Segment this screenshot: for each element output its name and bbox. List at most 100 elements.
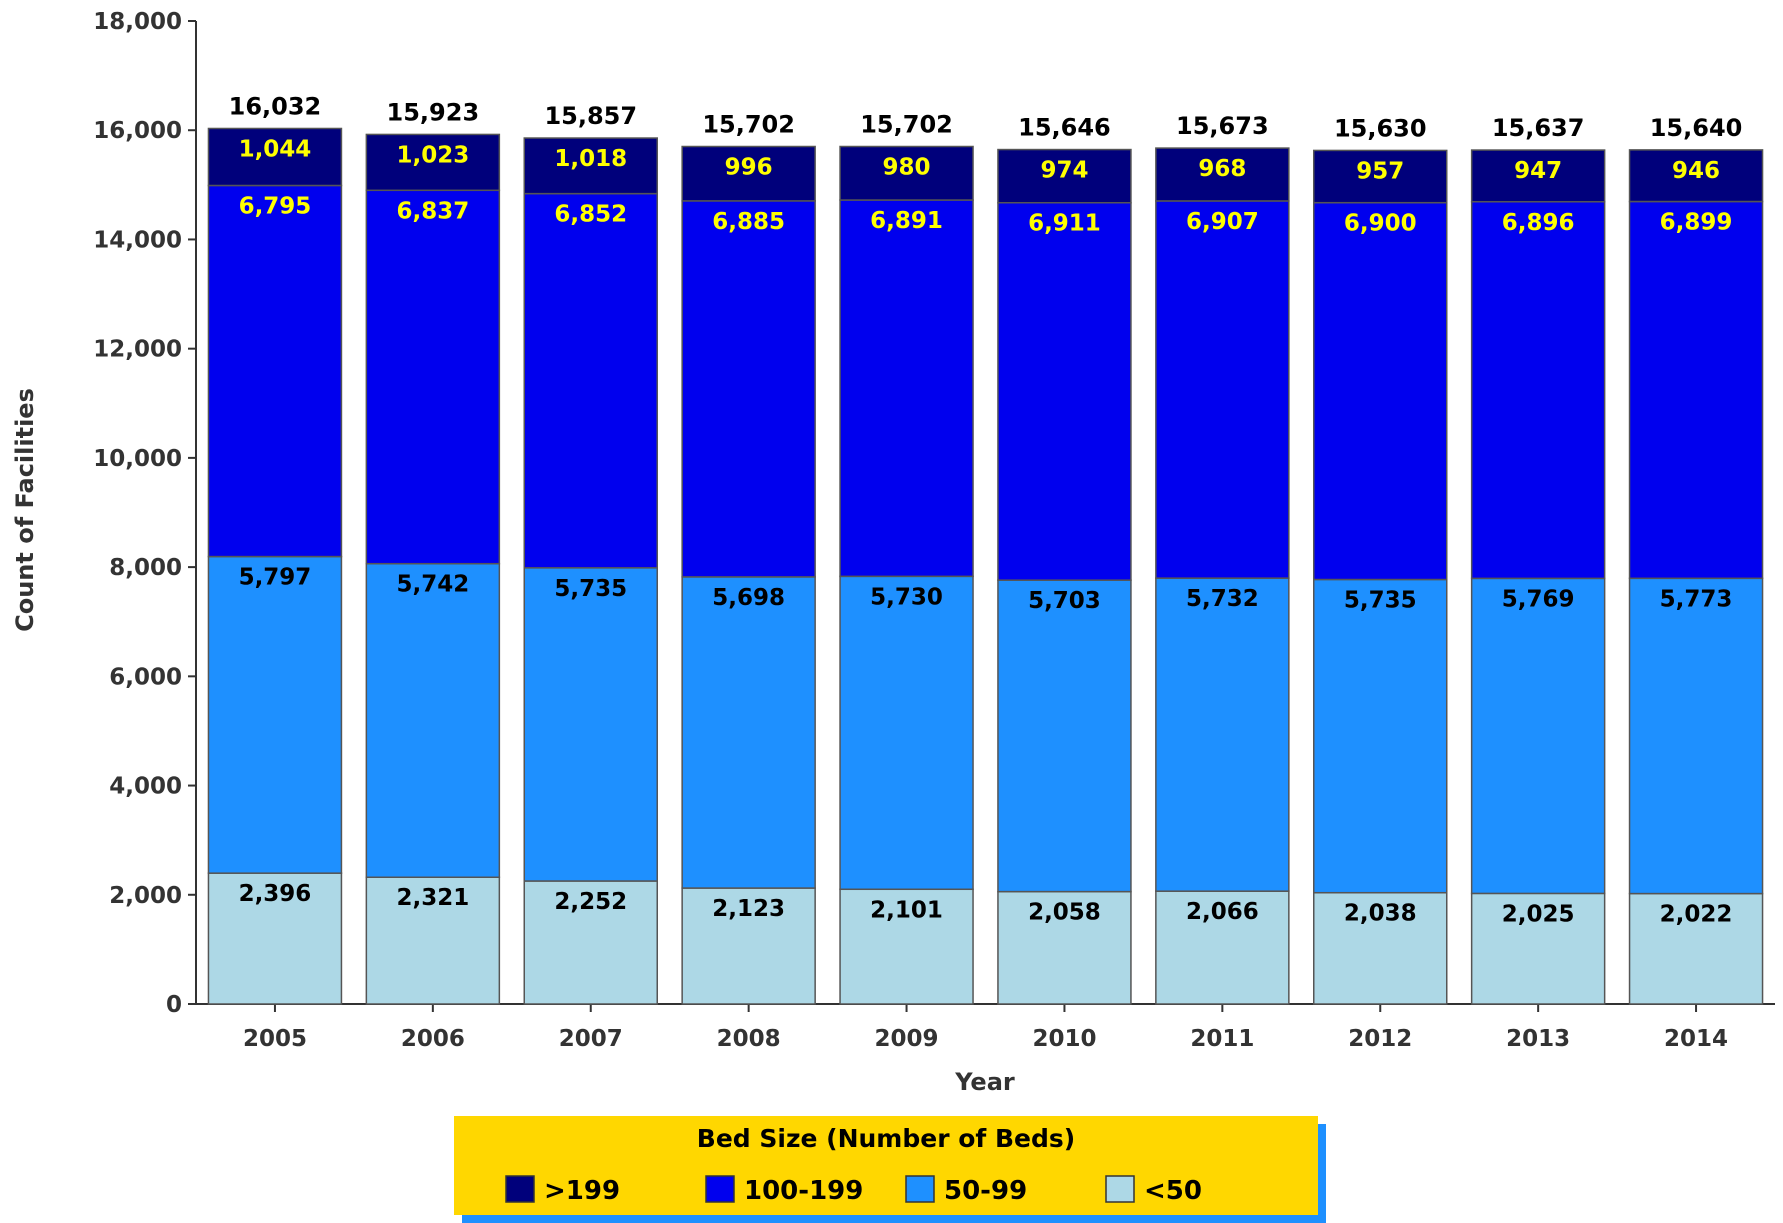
data-label: 5,730 [870,584,943,610]
data-label: 5,769 [1502,586,1575,612]
bar-group-2014: 2,022 5,773 6,899 946 15,640 [1628,114,1764,1005]
data-label: 5,703 [1028,588,1101,614]
y-axis-title: Count of Facilities [11,388,39,632]
data-label: 957 [1356,158,1404,184]
bar-segment [365,562,501,878]
y-tick-label: 14,000 [93,227,182,253]
bar-segment [365,189,501,565]
bar-segment [839,145,974,201]
data-label: 5,735 [554,576,627,602]
data-label: 2,025 [1502,901,1575,927]
total-label: 15,702 [702,110,795,138]
y-tick-label: 4,000 [109,774,182,800]
data-label: 996 [725,154,773,180]
data-label: 5,742 [396,572,469,598]
bar-segment [681,887,816,1005]
y-tick-label: 2,000 [109,883,182,909]
data-label: 2,022 [1660,902,1733,928]
legend-items: >199 100-199 50-99 <50 [505,1175,1202,1206]
x-tick-label: 2013 [1506,1026,1570,1052]
bar-segment [365,876,501,1005]
data-label: 1,018 [554,146,627,172]
bar-segment [1470,577,1606,895]
data-label: 6,907 [1186,209,1259,235]
bar-segment [207,872,343,1005]
total-label: 15,702 [860,110,953,138]
legend-swatch [1105,1175,1135,1203]
y-tick-label: 12,000 [93,337,182,363]
bar-segment [1628,149,1764,203]
legend-item: 100-199 [705,1175,863,1206]
data-label: 5,797 [239,565,312,591]
legend-item: <50 [1105,1175,1202,1206]
legend-item: 50-99 [905,1175,1027,1206]
bar-segment [839,199,974,578]
y-tick-label: 10,000 [93,446,182,472]
data-label: 968 [1198,156,1246,182]
total-label: 15,857 [544,102,637,130]
data-label: 6,837 [396,198,469,224]
bar-segment [681,576,816,889]
bar-group-2005: 2,396 5,797 6,795 1,044 16,032 [207,92,343,1005]
bar-segment [1628,892,1764,1005]
x-tick-label: 2005 [243,1026,307,1052]
legend-label: <50 [1144,1176,1202,1206]
bar-segment [1155,200,1290,579]
x-axis: 2005 2006 2007 2008 2009 2010 2011 2012 2013 2014 [196,1003,1775,1052]
y-tick-label: 6,000 [109,664,182,690]
bar-segment [839,575,974,891]
x-tick-label: 2012 [1348,1026,1412,1052]
x-tick-label: 2011 [1190,1026,1254,1052]
bar-group-2007: 2,252 5,735 6,852 1,018 15,857 [523,102,658,1005]
data-label: 6,891 [870,208,943,234]
total-label: 16,032 [229,92,322,120]
bar-segment [1628,200,1764,580]
data-label: 6,896 [1502,210,1575,236]
bar-segment [1470,149,1606,203]
legend-title: Bed Size (Number of Beds) [697,1124,1075,1153]
legend-box [454,1116,1318,1215]
bar-segment [1155,890,1290,1005]
data-label: 6,899 [1660,210,1733,236]
data-label: 1,044 [239,136,312,162]
bar-segment [1313,578,1448,894]
bar-group-2008: 2,123 5,698 6,885 996 15,702 [681,110,816,1005]
legend-label: 100-199 [744,1176,863,1206]
legend-label: 50-99 [944,1176,1027,1206]
data-label: 980 [883,154,931,180]
y-axis: 0 2,000 4,000 6,000 8,000 10,000 12,000 14,000 1… [93,9,197,1018]
bar-group-2006: 2,321 5,742 6,837 1,023 15,923 [365,98,501,1005]
bar-group-2010: 2,058 5,703 6,911 974 15,646 [997,114,1132,1005]
x-tick-label: 2014 [1664,1026,1728,1052]
bar-segment [365,133,501,192]
data-label: 2,101 [870,897,943,923]
data-label: 1,023 [396,142,469,168]
bar-segment [1155,147,1290,202]
data-label: 2,058 [1028,900,1101,926]
legend-swatch [905,1175,935,1203]
total-label: 15,630 [1334,114,1427,142]
bar-segment [523,192,658,569]
data-label: 6,911 [1028,211,1101,237]
bar-segment [1313,201,1448,581]
data-label: 5,732 [1186,586,1259,612]
bar-segment [523,567,658,882]
y-tick-label: 18,000 [93,9,182,35]
bar-segment [997,148,1132,204]
legend: Bed Size (Number of Beds) >199 100-199 50-… [454,1116,1326,1223]
x-tick-label: 2010 [1032,1026,1096,1052]
bar-segment [207,555,343,874]
data-label: 947 [1514,158,1562,184]
bar-segment [997,890,1132,1005]
bar-segment [997,579,1132,893]
data-label: 6,795 [239,193,312,219]
bar-segment [523,137,658,195]
x-axis-title: Year [954,1068,1015,1096]
total-label: 15,646 [1018,114,1111,142]
bar-segment [523,880,658,1005]
data-label: 2,396 [239,881,312,907]
x-tick-label: 2007 [559,1026,623,1052]
data-label: 946 [1672,158,1720,184]
bar-segment [997,201,1132,581]
